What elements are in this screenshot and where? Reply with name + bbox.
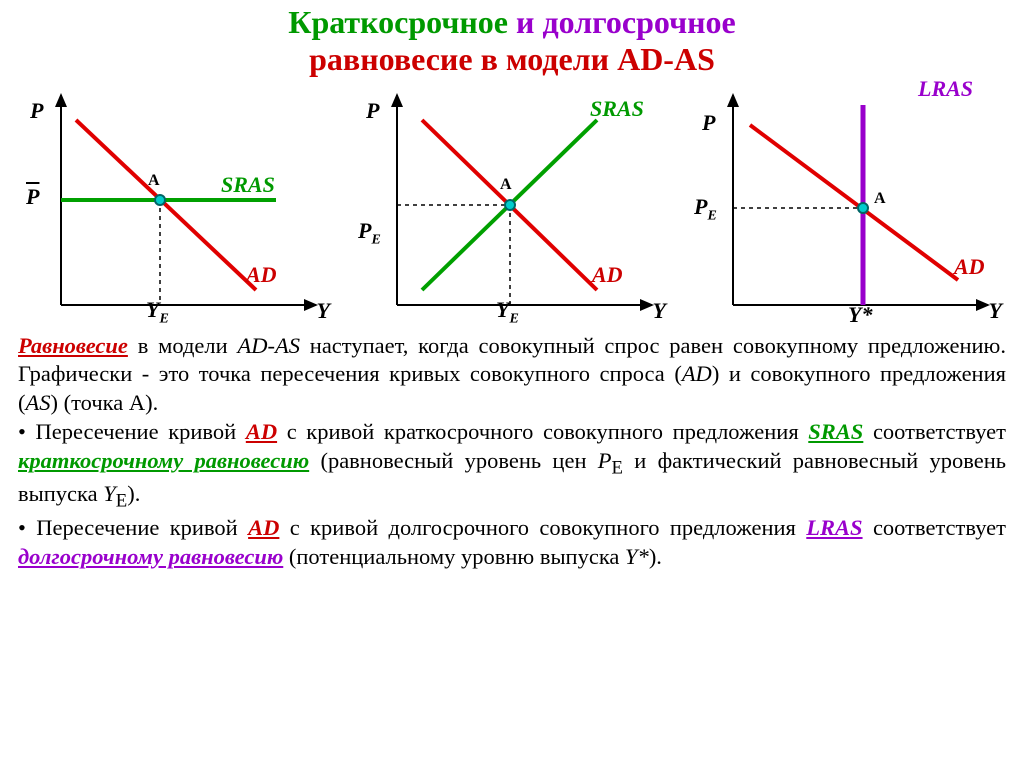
c3-lras: LRAS [918,76,973,102]
c1-pbar: P [26,184,39,210]
c1-ye: YE [146,297,169,327]
charts-row: P Y P A SRAS AD YE P Y PE A [0,78,1024,330]
chart-3: P Y PE A LRAS AD Y* [688,80,1008,330]
title-part2: и долгосрочное [516,4,736,40]
c3-point-a: A [874,190,886,208]
title-part1: Краткосрочное [288,4,516,40]
page-title: Краткосрочное и долгосрочное равновесие … [0,0,1024,78]
c3-ystar: Y* [848,302,872,328]
c1-p-axis: P [30,98,43,124]
c2-pe: PE [358,218,381,248]
c2-ye: YE [496,297,519,327]
c2-y-axis: Y [653,298,666,324]
c3-ad: AD [954,254,985,280]
c2-point-a: A [500,176,512,194]
c3-p-axis: P [702,110,715,136]
c2-sras: SRAS [590,96,644,122]
c1-sras: SRAS [221,172,275,198]
chart-3-svg [688,80,1008,330]
paragraph-2: • Пересечение кривой AD с кривой краткос… [18,418,1006,514]
chart-2: P Y PE A SRAS AD YE [352,80,672,330]
chart-1-svg [16,80,336,330]
c3-pe: PE [694,194,717,224]
paragraph-1: Равновесие в модели AD-AS наступает, ког… [18,332,1006,418]
c1-y-axis: Y [317,298,330,324]
p1-lead: Равновесие [18,333,128,358]
paragraph-3: • Пересечение кривой AD с кривой долгоср… [18,514,1006,572]
c2-ad: AD [592,262,623,288]
c2-p-axis: P [366,98,379,124]
chart-1: P Y P A SRAS AD YE [16,80,336,330]
c1-point-a: A [148,172,160,190]
c1-ad: AD [246,262,277,288]
title-part3: равновесие в модели AD-AS [309,41,715,77]
body-text: Равновесие в модели AD-AS наступает, ког… [0,330,1024,572]
c3-y-axis: Y [989,298,1002,324]
